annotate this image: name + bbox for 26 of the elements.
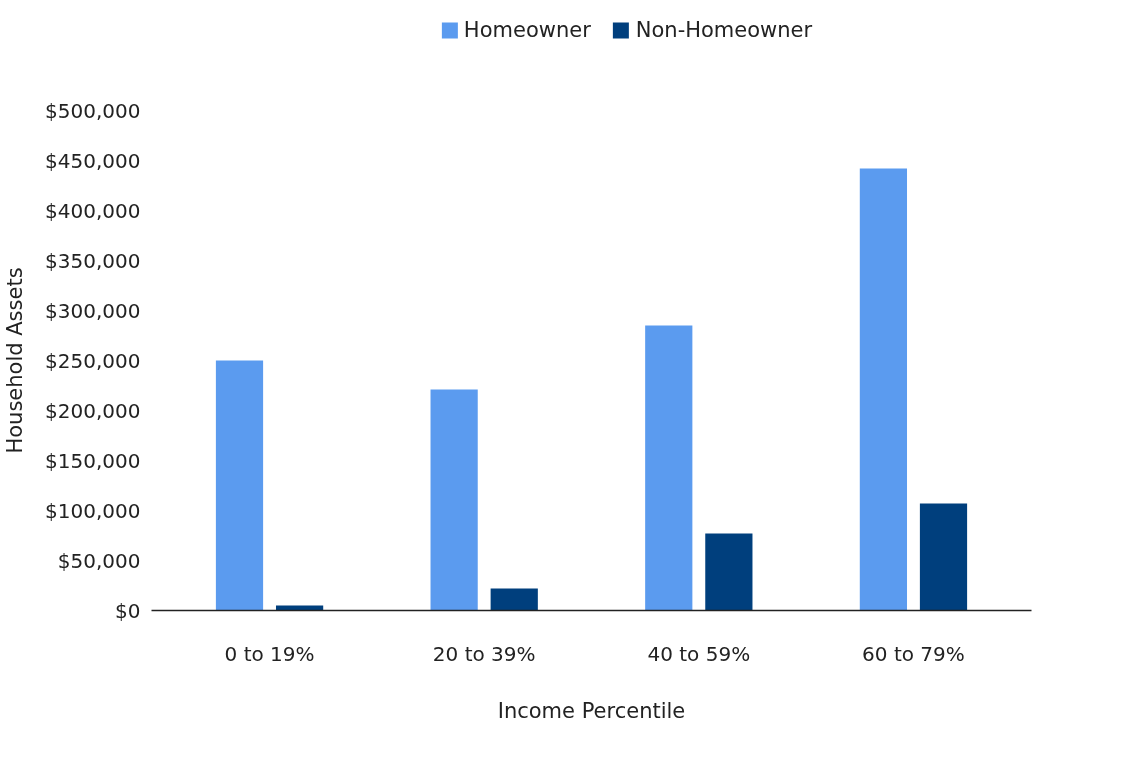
y-tick-label: $350,000 bbox=[45, 248, 141, 273]
legend-label: Non-Homeowner bbox=[635, 18, 813, 42]
bar bbox=[215, 360, 264, 611]
bar bbox=[490, 588, 538, 611]
x-tick-label: 40 to 59% bbox=[647, 641, 751, 666]
bar bbox=[645, 325, 693, 611]
y-tick-label: $300,000 bbox=[45, 298, 141, 323]
y-tick-label: $200,000 bbox=[45, 398, 141, 423]
bar bbox=[705, 533, 753, 611]
bar bbox=[859, 168, 908, 611]
y-tick-label: $500,000 bbox=[45, 98, 141, 123]
y-tick-label: $250,000 bbox=[45, 348, 141, 373]
y-tick-label: $450,000 bbox=[45, 148, 141, 173]
x-tick-label: 20 to 39% bbox=[432, 641, 536, 666]
y-tick-label: $100,000 bbox=[45, 498, 141, 523]
legend-label: Homeowner bbox=[463, 18, 591, 42]
x-tick-label: 0 to 19% bbox=[224, 641, 315, 666]
y-tick-label: $150,000 bbox=[45, 448, 141, 473]
y-tick-label: $400,000 bbox=[45, 198, 141, 223]
y-tick-label: $50,000 bbox=[57, 548, 141, 573]
y-axis-title: Household Assets bbox=[3, 267, 28, 454]
y-tick-label: $0 bbox=[115, 598, 141, 623]
bar bbox=[430, 389, 478, 611]
x-axis-title: Income Percentile bbox=[497, 698, 686, 723]
bar bbox=[919, 503, 968, 611]
x-tick-label: 60 to 79% bbox=[862, 641, 965, 666]
